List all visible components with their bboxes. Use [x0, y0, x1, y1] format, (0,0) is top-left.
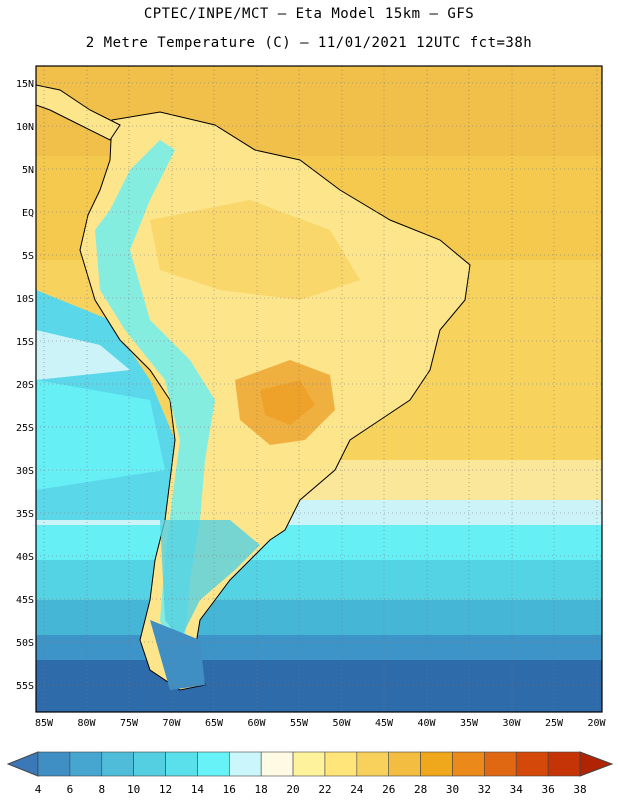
- lat-tick-label: 5S: [22, 251, 34, 262]
- colorbar-label: 22: [318, 783, 332, 796]
- lon-tick-label: 30W: [502, 718, 521, 729]
- lon-tick-label: 40W: [417, 718, 436, 729]
- longitude-labels: 85W 80W 75W 70W 65W 60W 55W 50W 45W 40W 35W 30W 25W 2…: [35, 718, 607, 729]
- lat-tick-label: 20S: [16, 380, 34, 391]
- colorbar-label: 26: [382, 783, 396, 796]
- colorbar-swatch: [260, 751, 294, 777]
- colorbar-label: 36: [541, 783, 555, 796]
- colorbar-swatch: [197, 751, 230, 777]
- colorbar-swatch: [452, 751, 485, 777]
- colorbar-label: 14: [190, 783, 205, 796]
- colorbar-swatch: [388, 751, 421, 777]
- colorbar: [6, 751, 614, 777]
- lat-tick-label: 40S: [16, 552, 34, 563]
- colorbar-arrow-left: [6, 751, 39, 777]
- colorbar-swatch: [133, 751, 166, 777]
- colorbar-label: 32: [477, 783, 491, 796]
- lon-tick-label: 70W: [162, 718, 181, 729]
- colorbar-arrow-right: [579, 751, 614, 777]
- lon-tick-label: 80W: [77, 718, 96, 729]
- lon-tick-label: 75W: [120, 718, 139, 729]
- lon-tick-label: 55W: [290, 718, 309, 729]
- colorbar-label: 28: [413, 783, 428, 796]
- lon-tick-label: 65W: [205, 718, 224, 729]
- colorbar-label: 16: [222, 783, 236, 796]
- colorbar-label: 6: [66, 783, 74, 796]
- colorbar-swatch: [69, 751, 103, 777]
- lat-tick-label: 15S: [16, 337, 34, 348]
- colorbar-label: 30: [445, 783, 460, 796]
- lon-tick-label: 60W: [247, 718, 266, 729]
- colorbar-label: 20: [286, 783, 300, 796]
- lat-tick-label: 15N: [16, 79, 34, 90]
- colorbar-swatch: [420, 751, 453, 777]
- colorbar-swatch: [37, 751, 71, 777]
- colorbar-swatch: [515, 751, 549, 777]
- lon-tick-label: 45W: [375, 718, 394, 729]
- map-border: [35, 65, 603, 713]
- colorbar-swatch: [228, 751, 262, 777]
- colorbar-swatch: [101, 751, 134, 777]
- colorbar-swatch: [484, 751, 517, 777]
- colorbar-label: 34: [509, 783, 523, 796]
- colorbar-label: 4: [34, 783, 42, 796]
- colorbar-swatch: [165, 751, 198, 777]
- colorbar-label: 8: [98, 783, 106, 796]
- colorbar-label: 10: [127, 783, 141, 796]
- colorbar-label: 38: [573, 783, 587, 796]
- lat-tick-label: 5N: [22, 165, 34, 176]
- lon-tick-label: 20W: [587, 718, 606, 729]
- lon-tick-label: 25W: [545, 718, 564, 729]
- lat-tick-label: 55S: [16, 681, 34, 692]
- lat-tick-label: 35S: [16, 509, 34, 520]
- lat-tick-label: EQ: [22, 208, 34, 219]
- lat-tick-label: 25S: [16, 423, 34, 434]
- lon-tick-label: 85W: [35, 718, 54, 729]
- colorbar-label: 24: [350, 783, 364, 796]
- colorbar-swatch: [547, 751, 581, 777]
- lat-tick-label: 45S: [16, 595, 34, 606]
- temperature-field: [36, 66, 602, 712]
- colorbar-swatch: [292, 751, 326, 777]
- lat-tick-label: 10N: [16, 122, 34, 133]
- map-title-line1: CPTEC/INPE/MCT – Eta Model 15km – GFS: [143, 6, 475, 22]
- lat-tick-label: 30S: [16, 466, 34, 477]
- map-title-line2: 2 Metre Temperature (C) – 11/01/2021 12U…: [85, 35, 533, 51]
- latitude-labels: 15N 10N 5N EQ 5S 10S 15S 20S 25S 30S 35S 40S 45S 50S 5…: [16, 79, 34, 692]
- lon-tick-label: 35W: [460, 718, 479, 729]
- colorbar-label: 12: [158, 783, 173, 796]
- colorbar-swatch: [356, 751, 390, 777]
- lat-tick-label: 10S: [16, 294, 34, 305]
- lon-tick-label: 50W: [332, 718, 351, 729]
- colorbar-swatch: [324, 751, 358, 777]
- lat-tick-label: 50S: [16, 638, 34, 649]
- colorbar-label: 18: [254, 783, 268, 796]
